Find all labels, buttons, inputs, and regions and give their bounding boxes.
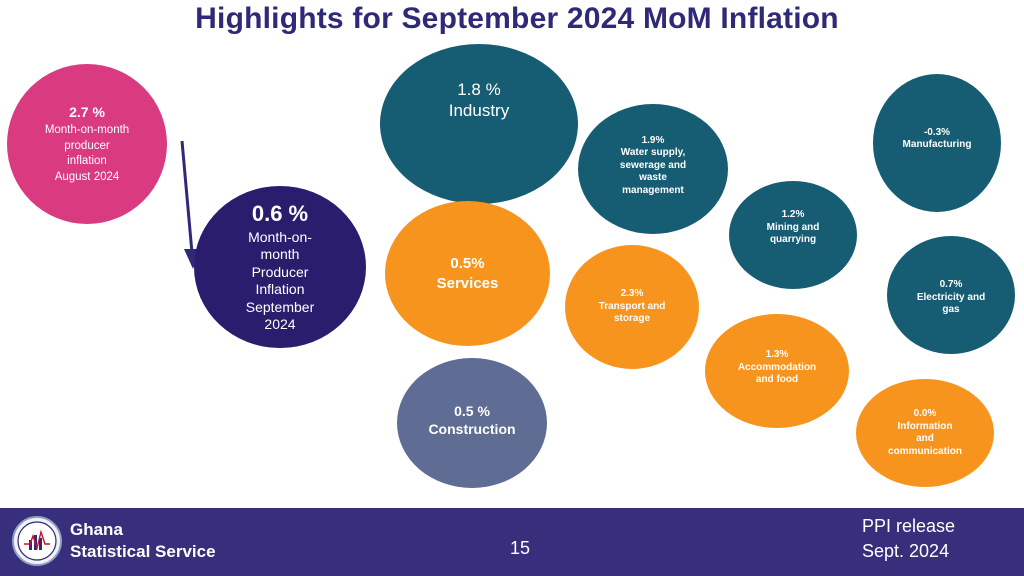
construction-value: 0.5 % bbox=[454, 403, 490, 419]
information-label-line: Information bbox=[897, 420, 953, 432]
mining-label-line: Mining and bbox=[766, 221, 820, 233]
mining-label-line: quarrying bbox=[769, 234, 817, 246]
water-label-line: management bbox=[622, 184, 684, 196]
mining-value: 1.2% bbox=[781, 209, 805, 221]
accommodation-bubble: 1.3% Accommodation and food bbox=[705, 314, 849, 428]
september-inflation-bubble: 0.6 % Month-on- month Producer Inflation… bbox=[194, 186, 366, 348]
september-label-line: Producer bbox=[251, 263, 309, 280]
transport-label-line: storage bbox=[613, 313, 651, 325]
services-value: 0.5% bbox=[450, 254, 485, 272]
electricity-label-line: Electricity and bbox=[916, 291, 986, 303]
gss-logo-icon bbox=[12, 516, 62, 566]
electricity-value: 0.7% bbox=[939, 279, 963, 291]
org-name-line: Statistical Service bbox=[70, 542, 216, 561]
manufacturing-bubble: -0.3% Manufacturing bbox=[873, 74, 1001, 212]
electricity-bubble: 0.7% Electricity and gas bbox=[887, 236, 1015, 354]
september-label-line: Inflation bbox=[255, 281, 305, 297]
water-label-line: Water supply, bbox=[620, 147, 686, 159]
industry-label: Industry bbox=[448, 101, 510, 120]
september-label-line: 2024 bbox=[264, 316, 296, 332]
august-value: 2.7 % bbox=[69, 104, 105, 120]
mining-bubble: 1.2% Mining and quarrying bbox=[729, 181, 857, 289]
water-supply-bubble: 1.9% Water supply, sewerage and waste ma… bbox=[578, 104, 728, 234]
water-value: 1.9% bbox=[641, 134, 665, 146]
footer-bar: Ghana Statistical Service 15 PPI release… bbox=[0, 508, 1024, 576]
information-value: 0.0% bbox=[913, 408, 937, 419]
transport-value: 2.3% bbox=[620, 288, 644, 300]
water-label-line: waste bbox=[639, 172, 667, 184]
accommodation-label-line: and food bbox=[755, 374, 799, 386]
gss-logo-graphic bbox=[17, 521, 57, 561]
september-value: 0.6 % bbox=[251, 200, 309, 226]
august-label-line: Month-on-month bbox=[44, 124, 130, 136]
information-label-line: communication bbox=[888, 445, 962, 457]
transport-bubble: 2.3% Transport and storage bbox=[565, 245, 699, 369]
release-line: PPI release bbox=[862, 516, 956, 536]
accommodation-label-line: Accommodation bbox=[737, 361, 817, 373]
september-label-line: Month-on- bbox=[248, 228, 312, 245]
construction-label: Construction bbox=[428, 421, 516, 437]
august-inflation-bubble: 2.7 % Month-on-month producer inflation … bbox=[7, 64, 167, 224]
organization-name: Ghana Statistical Service bbox=[70, 519, 216, 563]
construction-bubble: 0.5 % Construction bbox=[397, 358, 547, 488]
release-info: PPI release Sept. 2024 bbox=[862, 514, 955, 564]
release-line: Sept. 2024 bbox=[862, 541, 950, 561]
september-label-line: month bbox=[260, 246, 300, 262]
industry-value: 1.8 % bbox=[457, 80, 501, 99]
august-label-line: producer bbox=[64, 139, 110, 152]
information-label-line: and bbox=[916, 433, 934, 444]
electricity-label-line: gas bbox=[942, 304, 960, 316]
information-bubble: 0.0% Information and communication bbox=[856, 379, 994, 487]
september-label-line: September bbox=[245, 298, 315, 315]
org-name-line: Ghana bbox=[70, 520, 123, 539]
august-label-line: August 2024 bbox=[54, 170, 120, 183]
manufacturing-label: Manufacturing bbox=[902, 139, 972, 150]
manufacturing-value: -0.3% bbox=[923, 126, 951, 138]
services-label: Services bbox=[436, 274, 499, 292]
services-bubble: 0.5% Services bbox=[385, 201, 550, 346]
water-label-line: sewerage and bbox=[619, 159, 687, 171]
page-number: 15 bbox=[509, 538, 531, 558]
transport-label-line: Transport and bbox=[598, 300, 666, 312]
august-label-line: inflation bbox=[67, 155, 107, 167]
slide-title: Highlights for September 2024 MoM Inflat… bbox=[195, 2, 839, 35]
accommodation-value: 1.3% bbox=[765, 349, 789, 361]
industry-bubble: 1.8 % Industry bbox=[380, 44, 578, 204]
